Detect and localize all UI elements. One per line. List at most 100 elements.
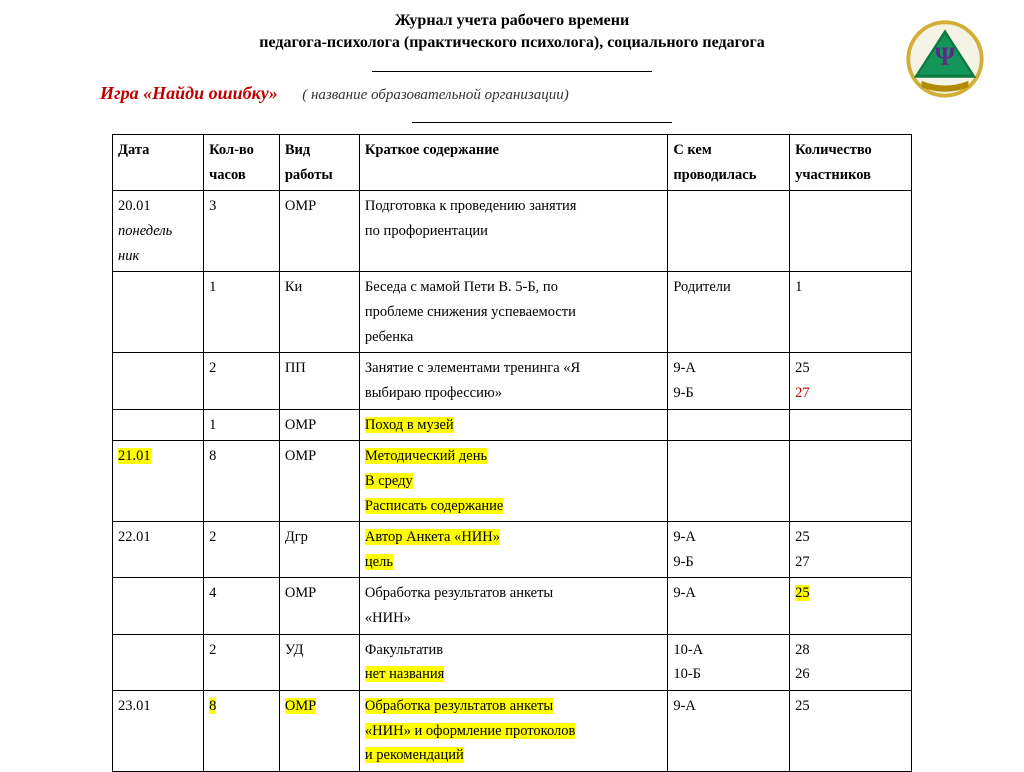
cell-desc: Обработка результатов анкеты «НИН» и офор… xyxy=(359,690,667,771)
cell-text: цель xyxy=(365,554,393,570)
cell-hours: 1 xyxy=(204,409,280,441)
svg-text:Ψ: Ψ xyxy=(935,41,956,71)
cell-count: 25 xyxy=(790,690,912,771)
cell-text: Методический день xyxy=(365,448,487,464)
cell-type: Ки xyxy=(279,272,359,353)
table-row: 2 ПП Занятие с элементами тренинга «Я выбир… xyxy=(113,353,912,409)
cell-text: 1 xyxy=(209,417,216,433)
org-name-underline xyxy=(0,106,1024,128)
cell-desc: Автор Анкета «НИН» цель xyxy=(359,522,667,578)
cell-type: ПП xyxy=(279,353,359,409)
cell-text: Обработка результатов анкеты xyxy=(365,585,553,601)
cell-count xyxy=(790,191,912,272)
cell-text: В среду xyxy=(365,473,413,489)
cell-text: и рекомендаций xyxy=(365,747,464,763)
cell-text: 27 xyxy=(795,554,810,570)
table-row: 2УДФакультатив нет названия10-А10-Б2826 xyxy=(113,634,912,690)
cell-count: 28 26 xyxy=(790,634,912,690)
cell-text: ОМР xyxy=(285,448,316,464)
cell-type: ОМР xyxy=(279,690,359,771)
col-type: Вид работы xyxy=(279,135,359,191)
cell-text: «НИН» xyxy=(365,610,411,626)
cell-date xyxy=(113,578,204,634)
cell-desc: Обработка результатов анкеты «НИН» xyxy=(359,578,667,634)
cell-text: 9-Б xyxy=(673,554,693,570)
cell-text: Автор Анкета «НИН» xyxy=(365,529,500,545)
cell-hours: 1 xyxy=(204,272,280,353)
table-row: 1 Ки Беседа с мамой Пети В. 5-Б, попроблем… xyxy=(113,272,912,353)
cell-text: 4 xyxy=(209,585,216,601)
cell-text: ник xyxy=(118,248,139,264)
cell-desc: Факультатив нет названия xyxy=(359,634,667,690)
cell-text: 20.01 xyxy=(118,198,151,214)
cell-whom: 9-А xyxy=(668,690,790,771)
table-header-row: Дата Кол-во часов Вид работы Краткое сод… xyxy=(113,135,912,191)
cell-text: Обработка результатов анкеты xyxy=(365,698,553,714)
cell-text: Ки xyxy=(285,279,302,295)
cell-count xyxy=(790,409,912,441)
cell-text: 8 xyxy=(209,698,216,714)
cell-desc: Занятие с элементами тренинга «Я выбираю … xyxy=(359,353,667,409)
cell-desc: Беседа с мамой Пети В. 5-Б, попроблеме с… xyxy=(359,272,667,353)
cell-text: 10-А xyxy=(673,642,703,658)
cell-whom xyxy=(668,441,790,522)
cell-text: Родители xyxy=(673,279,730,295)
table-row: 1ОМРПоход в музей xyxy=(113,409,912,441)
time-log-table: Дата Кол-во часов Вид работы Краткое сод… xyxy=(112,134,912,772)
cell-text: Подготовка к проведению занятия xyxy=(365,198,577,214)
cell-text: 9-А xyxy=(673,585,696,601)
cell-text: ОМР xyxy=(285,698,316,714)
cell-text: УД xyxy=(285,642,304,658)
cell-text: 9-А xyxy=(673,698,696,714)
cell-text: 21.01 xyxy=(118,448,151,464)
col-date: Дата xyxy=(113,135,204,191)
cell-date xyxy=(113,353,204,409)
cell-date xyxy=(113,272,204,353)
cell-text: ПП xyxy=(285,360,306,376)
cell-text: 25 xyxy=(795,698,810,714)
org-name-label: ( название образовательной организации) xyxy=(302,87,569,103)
document-title: Журнал учета рабочего времени педагога-п… xyxy=(0,0,1024,79)
cell-whom: Родители xyxy=(668,272,790,353)
cell-whom xyxy=(668,191,790,272)
cell-hours: 8 xyxy=(204,441,280,522)
cell-hours: 3 xyxy=(204,191,280,272)
cell-text: проблеме снижения успеваемости xyxy=(365,304,576,320)
cell-text: ОМР xyxy=(285,585,316,601)
cell-text: Занятие с элементами тренинга «Я xyxy=(365,360,580,376)
cell-text: 26 xyxy=(795,666,810,682)
cell-text: выбираю профессию» xyxy=(365,385,502,401)
col-count: Количество участников xyxy=(790,135,912,191)
cell-text: 9-А xyxy=(673,360,696,376)
cell-text: 2 xyxy=(209,642,216,658)
cell-count xyxy=(790,441,912,522)
table-row: 21.01 8 ОМР Методический день В среду Расписа… xyxy=(113,441,912,522)
cell-text: 25 xyxy=(795,585,810,601)
cell-text: Факультатив xyxy=(365,642,443,658)
table-row: 20.01 понедель ник 3 ОМР Подготовка к проведе… xyxy=(113,191,912,272)
cell-text: «НИН» и оформление протоколов xyxy=(365,723,575,739)
cell-whom: 9-А xyxy=(668,578,790,634)
table-row: 22.012Дгр Автор Анкета «НИН»цель9-А9-Б25… xyxy=(113,522,912,578)
cell-date xyxy=(113,634,204,690)
cell-whom: 9-А9-Б xyxy=(668,353,790,409)
cell-whom xyxy=(668,409,790,441)
cell-hours: 2 xyxy=(204,353,280,409)
cell-text: Расписать содержание xyxy=(365,498,503,514)
cell-date: 20.01 понедель ник xyxy=(113,191,204,272)
cell-count: 2527 xyxy=(790,353,912,409)
cell-text: 8 xyxy=(209,448,216,464)
cell-count: 2527 xyxy=(790,522,912,578)
cell-date: 22.01 xyxy=(113,522,204,578)
cell-text: 3 xyxy=(209,198,216,214)
col-desc: Краткое содержание xyxy=(359,135,667,191)
cell-type: УД xyxy=(279,634,359,690)
cell-hours: 8 xyxy=(204,690,280,771)
cell-text: 23.01 xyxy=(118,698,151,714)
col-whom: С кем проводилась xyxy=(668,135,790,191)
cell-text: понедель xyxy=(118,223,172,239)
cell-date: 21.01 xyxy=(113,441,204,522)
cell-text: 28 xyxy=(795,642,810,658)
cell-text: ОМР xyxy=(285,198,316,214)
game-title: Игра «Найди ошибку» xyxy=(100,83,278,103)
